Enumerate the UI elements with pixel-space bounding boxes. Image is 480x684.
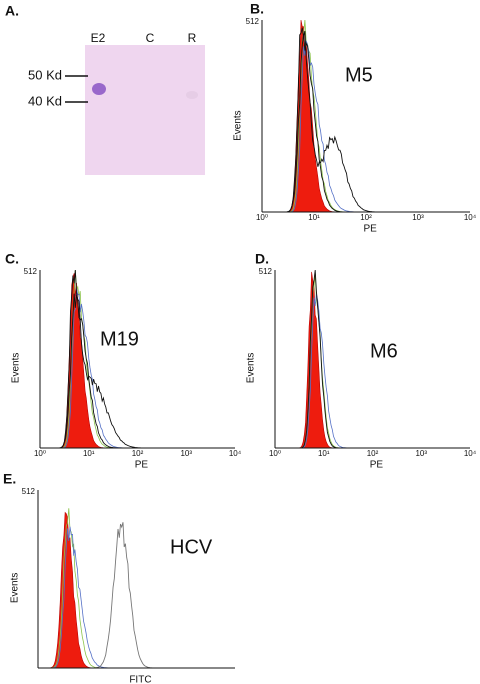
antibody-name: M5: [345, 64, 373, 86]
panel-label: A.: [5, 3, 19, 19]
marker-label: 40 Kd: [28, 93, 62, 108]
y-max-label: 512: [246, 17, 260, 26]
lane-label: E2: [91, 31, 106, 45]
panel-label: E.: [3, 471, 16, 487]
x-tick-label: 10¹: [308, 213, 320, 222]
y-axis-label: Events: [246, 353, 257, 384]
x-axis-label: FITC: [129, 675, 151, 684]
panel-label: D.: [255, 251, 269, 267]
x-tick-label: 10³: [415, 449, 427, 458]
smear: [186, 91, 198, 99]
x-tick-label: 10³: [412, 213, 424, 222]
blue-histogram: [275, 293, 470, 449]
x-tick-label: 10⁴: [464, 449, 477, 458]
green-histogram: [262, 19, 470, 213]
x-tick-label: 10⁰: [34, 449, 46, 458]
marker-label: 50 Kd: [28, 67, 62, 82]
black-histogram: [262, 33, 470, 213]
x-tick-label: 10²: [360, 213, 372, 222]
y-axis-label: Events: [11, 353, 22, 384]
lane-label: C: [146, 31, 155, 45]
x-tick-label: 10¹: [318, 449, 330, 458]
x-tick-label: 10¹: [83, 449, 95, 458]
x-tick-label: 10⁴: [464, 213, 477, 222]
y-axis-label: Events: [10, 573, 21, 604]
black-histogram: [262, 27, 470, 213]
antibody-name: M19: [100, 328, 139, 350]
y-max-label: 512: [22, 487, 36, 496]
y-axis-label: Events: [233, 110, 244, 141]
blot: [85, 45, 205, 175]
x-tick-label: 10⁴: [229, 449, 242, 458]
red-histogram: [262, 19, 470, 213]
y-max-label: 512: [24, 267, 38, 276]
x-axis-label: PE: [135, 460, 149, 471]
panel-label: C.: [5, 251, 19, 267]
x-tick-label: 10⁰: [269, 449, 281, 458]
x-tick-label: 10⁰: [256, 213, 268, 222]
panel-label: B.: [250, 1, 264, 17]
y-max-label: 512: [259, 267, 273, 276]
antibody-name: HCV: [170, 536, 213, 558]
x-tick-label: 10³: [180, 449, 192, 458]
x-axis-label: PE: [363, 224, 377, 235]
antibody-name: M6: [370, 340, 398, 362]
band: [92, 83, 106, 95]
x-axis-label: PE: [370, 460, 384, 471]
x-tick-label: 10²: [367, 449, 379, 458]
lane-label: R: [188, 31, 197, 45]
x-tick-label: 10²: [132, 449, 144, 458]
